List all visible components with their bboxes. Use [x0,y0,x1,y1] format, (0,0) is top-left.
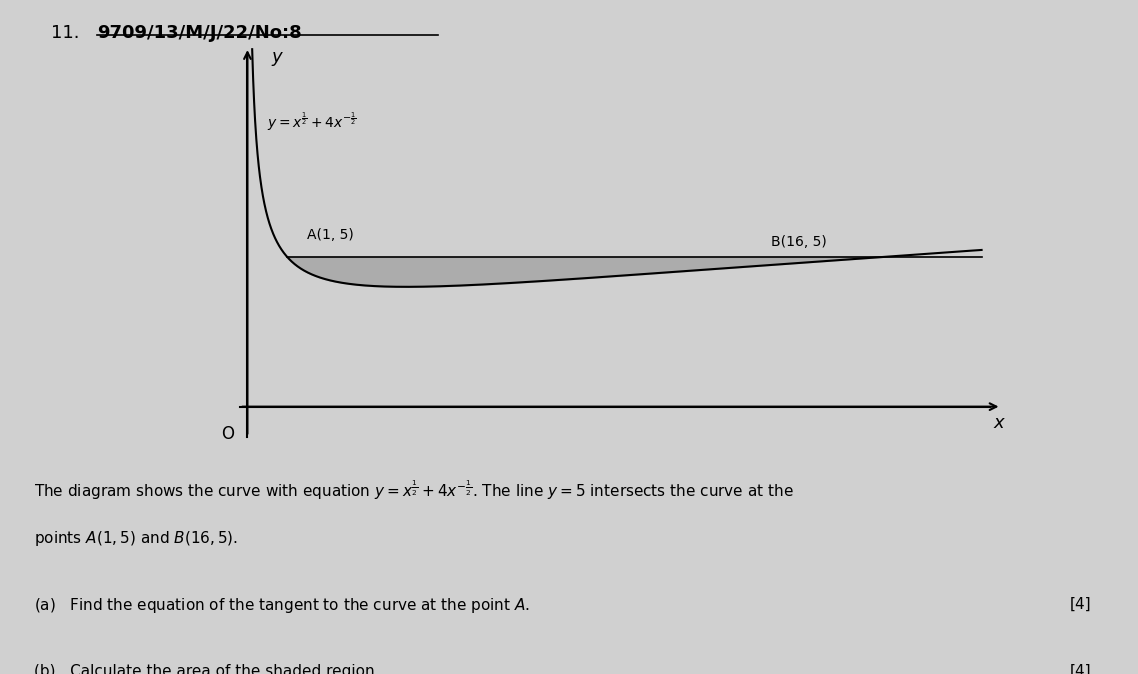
Text: 9709/13/M/J/22/No:8: 9709/13/M/J/22/No:8 [97,24,302,42]
Text: $y = x^{\frac{1}{2}} + 4x^{-\frac{1}{2}}$: $y = x^{\frac{1}{2}} + 4x^{-\frac{1}{2}}… [267,111,357,133]
Text: O: O [221,425,234,443]
Text: x: x [993,414,1004,431]
Text: B(16, 5): B(16, 5) [772,235,827,249]
Text: [4]: [4] [1070,596,1091,611]
Text: 11.: 11. [51,24,80,42]
Text: The diagram shows the curve with equation $y = x^{\frac{1}{2}} + 4x^{-\frac{1}{2: The diagram shows the curve with equatio… [34,479,794,503]
Text: [4]: [4] [1070,664,1091,674]
Text: (a)   Find the equation of the tangent to the curve at the point $A$.: (a) Find the equation of the tangent to … [34,596,530,615]
Text: (b)   Calculate the area of the shaded region.: (b) Calculate the area of the shaded reg… [34,664,380,674]
Text: A(1, 5): A(1, 5) [307,228,354,242]
Text: y: y [271,48,282,66]
Text: points $A(1, 5)$ and $B(16, 5)$.: points $A(1, 5)$ and $B(16, 5)$. [34,529,238,548]
